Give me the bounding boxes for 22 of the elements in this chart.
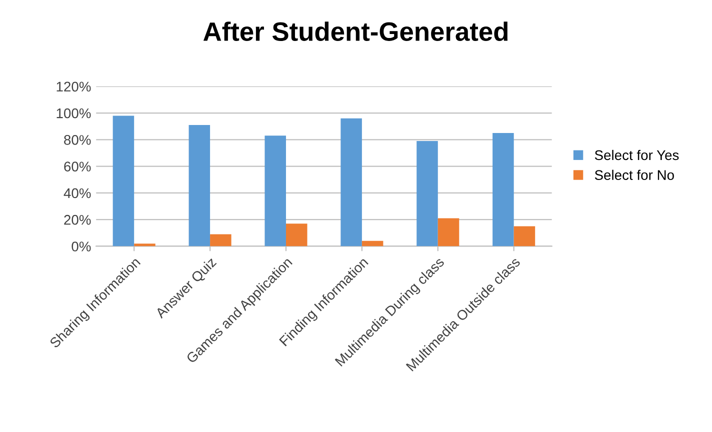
bar [286,224,308,246]
bar [514,226,536,246]
bar [362,240,384,246]
y-tick-label: 0% [72,242,91,252]
y-tick-label: 100% [56,108,91,118]
bar [340,118,362,246]
bar [210,234,232,246]
bar [188,125,210,246]
y-tick-label: 40% [64,188,91,198]
bar [416,141,438,246]
y-tick-label: 60% [64,162,91,172]
legend-label: Select for No [594,170,674,180]
y-tick-label: 120% [56,82,91,92]
legend-label: Select for Yes [594,150,679,160]
chart-title: After Student-Generated [203,22,508,41]
bar [134,244,156,246]
bar [264,136,286,246]
bar [112,116,134,246]
y-tick-label: 80% [64,135,91,145]
y-tick-label: 20% [64,214,91,225]
bar [438,218,460,246]
bar [492,133,514,246]
